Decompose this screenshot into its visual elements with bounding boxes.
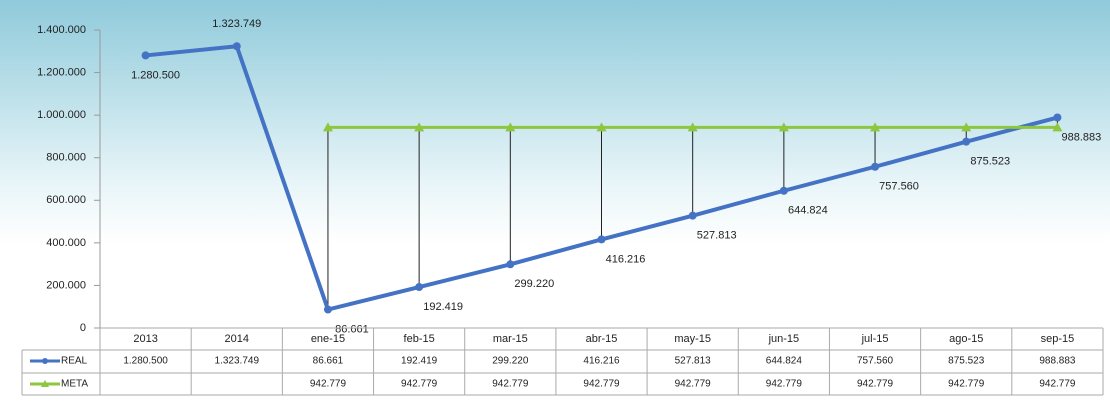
- data-label: 875.523: [970, 156, 1010, 168]
- x-tick-label: ene-15: [311, 333, 345, 345]
- point: [415, 283, 424, 292]
- legend-key-marker: [42, 358, 48, 364]
- point: [1052, 122, 1063, 132]
- data-label: 644.824: [788, 205, 828, 217]
- data-label: 416.216: [606, 253, 646, 265]
- x-tick-label: abr-15: [586, 333, 618, 345]
- x-tick-label: 2013: [133, 333, 157, 345]
- data-label: 192.419: [423, 301, 463, 313]
- y-tick-label: 800.000: [46, 152, 86, 164]
- point: [505, 122, 516, 132]
- point: [961, 122, 972, 132]
- point: [506, 260, 515, 269]
- table-cell: 942.779: [401, 379, 438, 390]
- data-label: 299.220: [514, 278, 554, 290]
- y-tick-label: 1.200.000: [37, 66, 86, 78]
- y-tick-label: 1.400.000: [37, 24, 86, 36]
- point: [414, 122, 425, 132]
- y-tick-label: 0: [80, 322, 86, 334]
- table-cell: 299.220: [492, 356, 529, 367]
- x-tick-label: ago-15: [949, 333, 983, 345]
- data-label: 757.560: [879, 181, 919, 193]
- point: [1053, 113, 1062, 122]
- table-cell: 416.216: [583, 356, 620, 367]
- point: [141, 51, 150, 60]
- table-cell: 942.779: [948, 379, 985, 390]
- y-tick-label: 1.000.000: [37, 109, 86, 121]
- point: [232, 42, 241, 51]
- x-tick-label: sep-15: [1041, 333, 1075, 345]
- table-cell: 942.779: [766, 379, 803, 390]
- point: [688, 211, 697, 220]
- table-cell: 942.779: [492, 379, 529, 390]
- x-tick-label: feb-15: [404, 333, 435, 345]
- y-tick-label: 400.000: [46, 237, 86, 249]
- point: [870, 122, 881, 132]
- table-cell: 988.883: [1039, 356, 1076, 367]
- x-tick-label: jul-15: [861, 333, 889, 345]
- point: [871, 162, 880, 171]
- x-tick-label: mar-15: [493, 333, 528, 345]
- data-label: 1.280.500: [131, 69, 180, 81]
- table-cell: 942.779: [857, 379, 894, 390]
- table-cell: 942.779: [583, 379, 620, 390]
- table-cell: 757.560: [857, 356, 894, 367]
- point: [687, 122, 698, 132]
- table-cell: 192.419: [401, 356, 438, 367]
- table-cell: 1.323.749: [215, 356, 260, 367]
- point: [596, 122, 607, 132]
- table-cell: 942.779: [675, 379, 712, 390]
- point: [962, 137, 971, 146]
- legend-key-marker: [41, 380, 49, 387]
- legend-label: REAL: [61, 356, 88, 367]
- table-cell: 527.813: [675, 356, 712, 367]
- legend-label: META: [61, 379, 88, 390]
- data-label: 988.883: [1062, 131, 1102, 143]
- table-cell: 942.779: [310, 379, 347, 390]
- table-cell: 942.779: [1039, 379, 1076, 390]
- point: [779, 186, 788, 195]
- point: [597, 235, 606, 244]
- y-tick-label: 600.000: [46, 194, 86, 206]
- x-tick-label: may-15: [674, 333, 711, 345]
- x-tick-label: jun-15: [768, 333, 800, 345]
- point: [322, 122, 333, 132]
- data-label: 527.813: [697, 230, 737, 242]
- table-cell: 1.280.500: [123, 356, 168, 367]
- point: [778, 122, 789, 132]
- x-tick-label: 2014: [225, 333, 249, 345]
- y-tick-label: 200.000: [46, 279, 86, 291]
- point: [323, 305, 332, 314]
- data-label: 1.323.749: [212, 18, 261, 30]
- table-cell: 875.523: [948, 356, 985, 367]
- table-cell: 644.824: [766, 356, 803, 367]
- table-cell: 86.661: [313, 356, 344, 367]
- data-label: 86.661: [335, 323, 369, 335]
